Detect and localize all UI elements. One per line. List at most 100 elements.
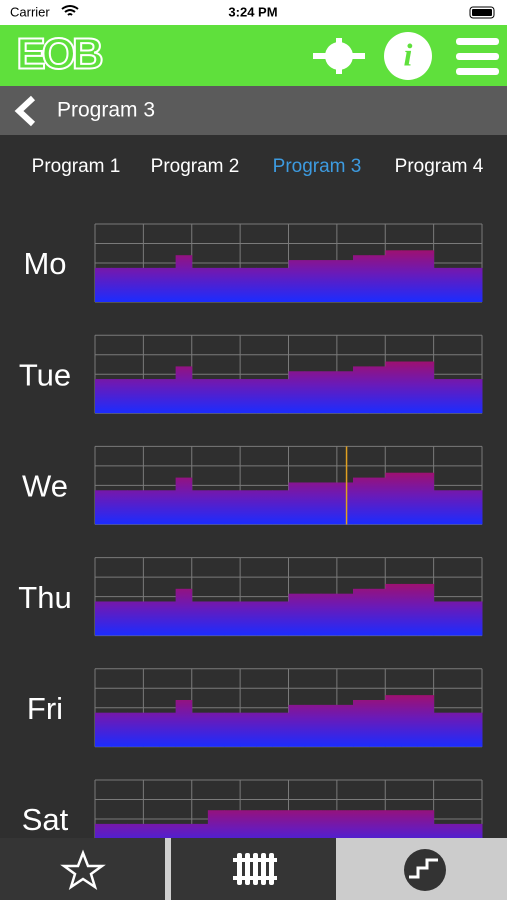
temperature-step <box>304 704 322 747</box>
temperature-step <box>111 267 128 302</box>
temperature-step <box>288 371 306 414</box>
temperature-step <box>385 583 402 636</box>
temperature-step <box>336 482 354 525</box>
temperature-step <box>143 601 160 636</box>
temperature-step <box>401 583 418 636</box>
temperature-step <box>207 267 225 302</box>
temperature-step <box>369 366 386 414</box>
temperature-step <box>385 250 402 302</box>
temperature-step <box>385 695 402 747</box>
temperature-step <box>304 260 322 302</box>
temperature-step <box>401 695 418 747</box>
temperature-step <box>95 379 112 414</box>
info-button[interactable]: i <box>384 32 432 80</box>
temperature-step <box>224 490 241 525</box>
temperature-step <box>320 482 338 525</box>
temperature-step <box>272 379 289 414</box>
temperature-step <box>272 267 289 302</box>
temperature-step <box>465 490 483 525</box>
temperature-step <box>385 361 402 414</box>
temperature-step <box>127 490 144 525</box>
temperature-step <box>143 267 160 302</box>
clock: 3:24 PM <box>228 4 277 19</box>
day-label: Mo <box>23 246 66 281</box>
temperature-step <box>240 712 257 747</box>
temperature-step <box>159 379 177 414</box>
temperature-step <box>159 490 177 525</box>
temperature-step <box>449 712 467 747</box>
day-label: Sat <box>22 802 69 837</box>
temperature-step <box>224 267 241 302</box>
temperature-step <box>336 371 354 414</box>
temperature-step <box>288 260 306 302</box>
temperature-step <box>304 593 322 636</box>
temperature-step <box>401 250 418 302</box>
temperature-step <box>191 601 209 636</box>
temperature-step <box>95 712 112 747</box>
temperature-step <box>240 379 257 414</box>
back-button[interactable] <box>14 95 36 127</box>
locate-button[interactable] <box>313 38 365 74</box>
temperature-step <box>433 267 451 302</box>
svg-text:i: i <box>404 36 413 72</box>
temperature-step <box>175 366 193 414</box>
temperature-step <box>369 255 386 302</box>
temperature-step <box>320 260 338 302</box>
temperature-step <box>449 601 467 636</box>
temperature-step <box>336 593 354 636</box>
schedule: Mo Tue We Thu Fri Sat <box>18 223 483 859</box>
temperature-step <box>207 379 225 414</box>
tab-favorites[interactable] <box>0 838 165 900</box>
temperature-step <box>127 379 144 414</box>
temperature-step <box>256 490 273 525</box>
menu-button[interactable] <box>456 38 499 75</box>
temperature-step <box>320 371 338 414</box>
temperature-step <box>175 477 193 525</box>
wifi-icon <box>61 5 79 16</box>
temperature-step <box>433 490 451 525</box>
temperature-step <box>449 267 467 302</box>
program-tab[interactable]: Program 2 <box>151 156 240 177</box>
temperature-step <box>95 267 112 302</box>
program-tab[interactable]: Program 4 <box>395 156 484 177</box>
temperature-step <box>143 490 160 525</box>
temperature-step <box>191 379 209 414</box>
temperature-step <box>159 267 177 302</box>
temperature-step <box>240 267 257 302</box>
nav-bar <box>0 86 507 135</box>
temperature-step <box>95 490 112 525</box>
temperature-step <box>111 490 128 525</box>
temperature-step <box>143 712 160 747</box>
temperature-step <box>272 712 289 747</box>
tab-divider <box>165 838 171 900</box>
program-tab[interactable]: Program 3 <box>273 156 362 177</box>
temperature-step <box>127 267 144 302</box>
temperature-step <box>127 712 144 747</box>
temperature-step <box>401 361 418 414</box>
temperature-step <box>256 601 273 636</box>
temperature-step <box>111 712 128 747</box>
temperature-step <box>449 379 467 414</box>
temperature-step <box>111 601 128 636</box>
carrier: Carrier <box>10 4 50 19</box>
temperature-step <box>159 601 177 636</box>
temperature-step <box>369 477 386 525</box>
temperature-step <box>417 250 435 302</box>
temperature-step <box>465 712 483 747</box>
temperature-step <box>127 601 144 636</box>
temperature-step <box>175 255 193 302</box>
temperature-step <box>288 704 306 747</box>
temperature-step <box>256 712 273 747</box>
temperature-step <box>433 379 451 414</box>
program-icon <box>404 849 446 891</box>
temperature-step <box>191 712 209 747</box>
temperature-step <box>288 593 306 636</box>
star-icon <box>60 849 106 890</box>
logo[interactable]: EOB <box>15 29 107 80</box>
temperature-step <box>465 601 483 636</box>
temperature-step <box>353 255 370 302</box>
battery <box>469 6 495 19</box>
program-tab[interactable]: Program 1 <box>32 156 121 177</box>
temperature-step <box>256 379 273 414</box>
